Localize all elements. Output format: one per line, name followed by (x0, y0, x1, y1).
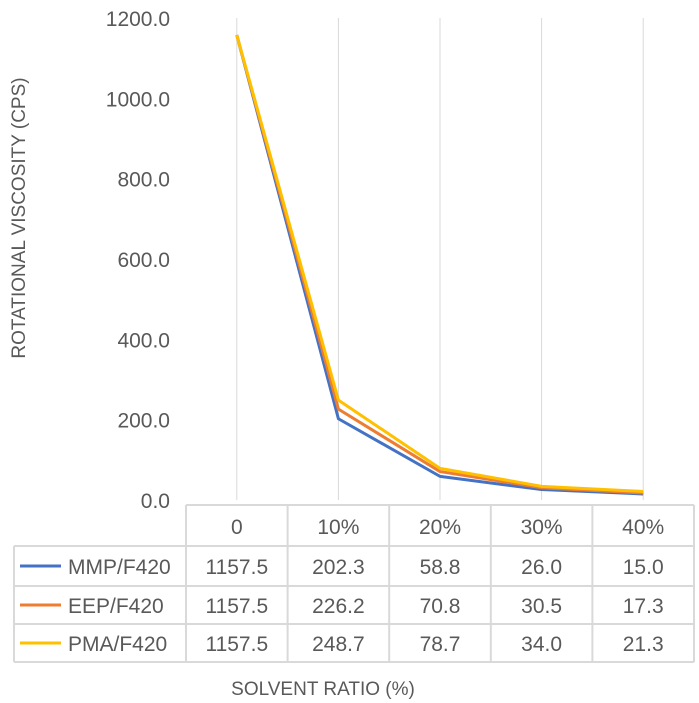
x-category-label: 40% (622, 516, 664, 539)
y-tick-label: 0.0 (141, 490, 170, 513)
data-table-cell: 21.3 (623, 633, 664, 656)
data-table-cell: 26.0 (521, 556, 562, 579)
data-table-cell: 78.7 (420, 633, 461, 656)
y-axis-title: ROTATIONAL VISCOSITY (CPS) (9, 77, 30, 358)
data-table-cell: 1157.5 (205, 595, 268, 618)
data-table-cell: 226.2 (312, 595, 365, 618)
series-line-mmp-f420 (235, 34, 644, 496)
data-table-cell: 17.3 (623, 595, 664, 618)
data-table-cell: 70.8 (420, 595, 461, 618)
legend-label: PMA/F420 (68, 633, 167, 656)
data-table-cell: 1157.5 (205, 556, 268, 579)
data-table-cell: 248.7 (312, 633, 365, 656)
data-table-cell: 58.8 (420, 556, 461, 579)
y-tick-label: 200.0 (117, 410, 170, 433)
y-tick-label: 400.0 (117, 329, 170, 352)
data-table-cell: 202.3 (312, 556, 365, 579)
data-table-cell: 1157.5 (205, 633, 268, 656)
legend-label: MMP/F420 (68, 556, 171, 579)
series-line-pma-f420 (235, 34, 644, 493)
x-axis-title: SOLVENT RATIO (%) (231, 679, 415, 700)
y-tick-label: 800.0 (117, 169, 170, 192)
data-table-cell: 15.0 (623, 556, 664, 579)
x-category-label: 10% (317, 516, 359, 539)
y-tick-label: 1000.0 (106, 88, 170, 111)
data-table-cell: 34.0 (521, 633, 562, 656)
x-category-label: 20% (419, 516, 461, 539)
x-category-label: 0 (231, 516, 243, 539)
data-table-cell: 30.5 (521, 595, 562, 618)
x-category-label: 30% (521, 516, 563, 539)
y-tick-label: 600.0 (117, 249, 170, 272)
legend-label: EEP/F420 (68, 595, 164, 618)
y-tick-label: 1200.0 (106, 8, 170, 31)
